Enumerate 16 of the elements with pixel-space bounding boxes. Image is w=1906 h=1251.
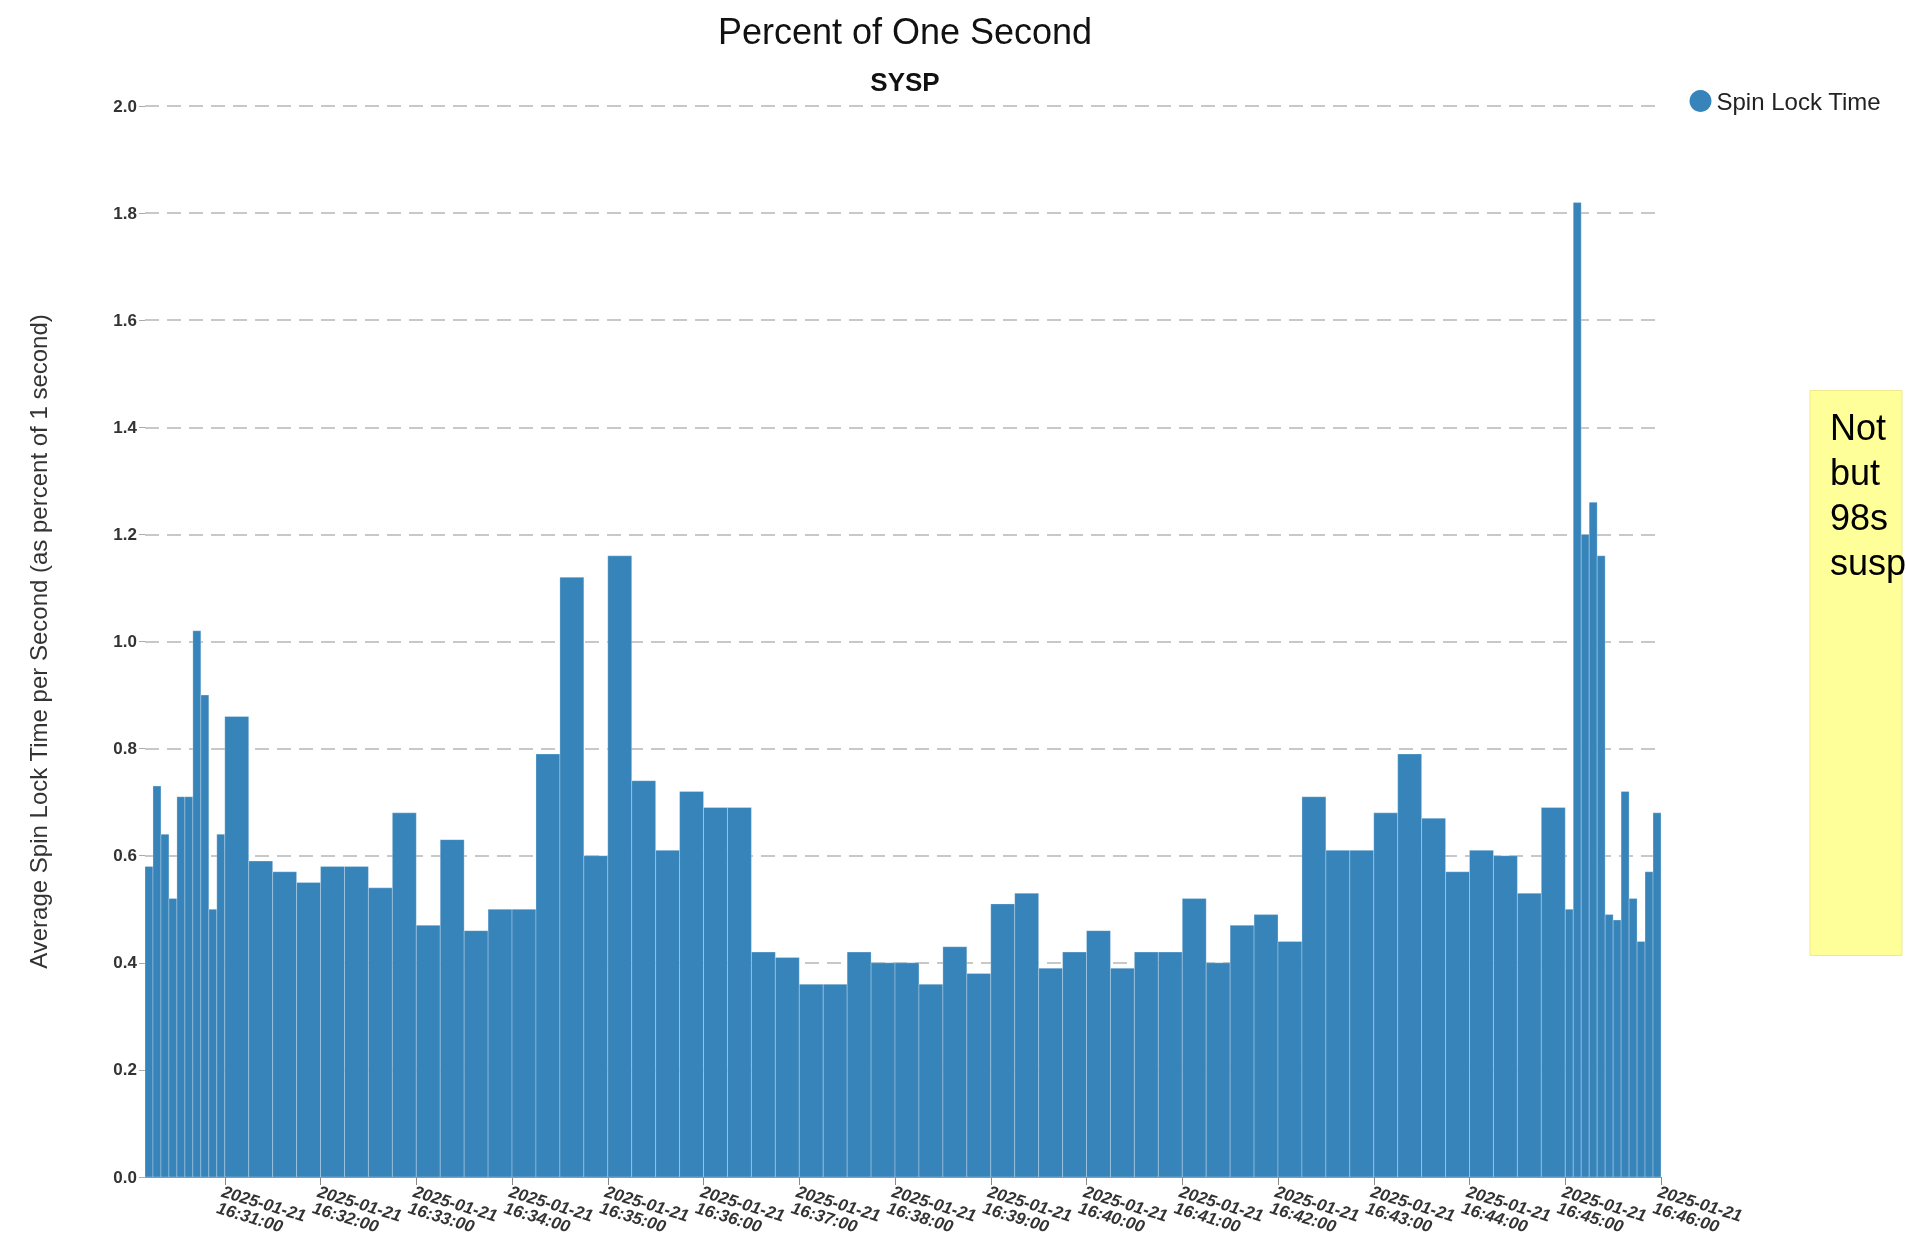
legend-label: Spin Lock Time [1716,87,1881,115]
y-tick-label: 0.6 [113,846,137,866]
chart-subtitle: SYSP [870,67,940,97]
y-tick-label: 1.6 [113,310,137,330]
y-axis-title: Average Spin Lock Time per Second (as percent of 1 second) [24,314,52,969]
y-tick-label: 0.8 [113,739,137,759]
y-tick-label: 1.2 [113,524,137,544]
chart-title: Percent of One Second [717,10,1093,52]
text: Not but 98s susp [1829,406,1906,583]
y-tick-label: 0.4 [113,953,138,973]
y-tick-label: 1.0 [113,632,137,651]
y-tick-label: 1.4 [113,417,138,437]
y-tick-label: 0.2 [113,1060,137,1080]
y-tick-label: 2.0 [113,96,137,116]
y-tick-label: 0.0 [113,1167,137,1187]
y-tick-label: 1.8 [113,203,137,223]
